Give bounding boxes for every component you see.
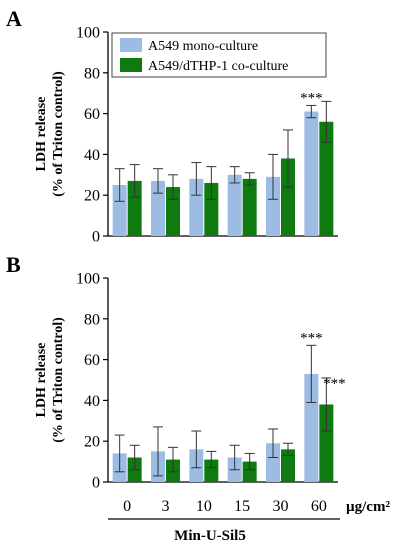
y-tick-label: 40	[84, 393, 100, 410]
x-unit-label: µg/cm²	[346, 499, 390, 515]
legend-swatch-0	[120, 38, 142, 52]
bar-a-s1-60	[319, 121, 334, 236]
legend: A549 mono-culture A549/dTHP-1 co-culture	[111, 32, 327, 78]
y-axis-title-line1: LDH release	[34, 97, 49, 172]
bar-a-s0-10	[189, 178, 204, 236]
x-tick-label: 3	[162, 498, 170, 515]
bar-a-s1-10	[204, 182, 219, 236]
x-tick-label: 15	[234, 498, 250, 515]
x-tick-label: 0	[123, 498, 131, 515]
y-axis-title-line1: LDH release	[34, 343, 49, 418]
y-tick-label: 40	[84, 147, 100, 164]
bar-a-s0-15	[227, 174, 242, 236]
bar-b-s1-30	[281, 449, 295, 482]
significance-marker: ***	[300, 330, 323, 346]
bar-b-s1-10	[204, 459, 219, 482]
bar-b-s1-15	[242, 461, 257, 482]
legend-swatch-1	[120, 58, 142, 72]
y-tick-label: 80	[84, 65, 100, 82]
legend-label-1: A549/dTHP-1 co-culture	[148, 59, 288, 74]
bar-a-s1-15	[242, 178, 257, 236]
bar-a-s0-3	[151, 180, 165, 236]
panel-a: A LDH release (% of Triton control) 0 20 40 60…	[6, 6, 338, 246]
x-tick-label: 60	[311, 498, 327, 515]
y-tick-label: 0	[92, 229, 100, 246]
bar-a-s1-0	[127, 180, 142, 236]
y-axis-title-line2: (% of Triton control)	[51, 317, 66, 443]
significance-marker: ***	[323, 376, 346, 392]
x-tick-label: 30	[273, 498, 289, 515]
panel-letter: A	[6, 6, 22, 31]
bar-b-s1-60	[319, 404, 334, 482]
y-tick-label: 20	[84, 188, 100, 205]
bar-b-s0-60	[304, 373, 319, 482]
y-tick-label: 60	[84, 106, 100, 123]
bar-b-s0-30	[266, 443, 280, 482]
y-tick-label: 60	[84, 352, 100, 369]
bar-a-s0-0	[112, 185, 127, 236]
y-tick-label: 80	[84, 311, 100, 328]
panel-letter: B	[6, 252, 21, 277]
bar-a-s1-30	[281, 158, 295, 236]
bar-a-s0-30	[266, 176, 280, 236]
x-axis-title: Min-U-Sil5	[174, 528, 246, 544]
y-tick-label: 100	[76, 271, 100, 288]
x-tick-label: 10	[196, 498, 212, 515]
y-axis-title-line2: (% of Triton control)	[51, 71, 66, 197]
legend-frame	[111, 32, 327, 78]
bar-a-s0-60	[304, 111, 319, 236]
y-tick-label: 20	[84, 434, 100, 451]
y-tick-label: 100	[76, 25, 100, 42]
significance-marker: ***	[300, 90, 323, 106]
panel-b: B LDH release (% of Triton control) 0 20 40 60…	[6, 252, 346, 515]
y-tick-label: 0	[92, 475, 100, 492]
legend-label-0: A549 mono-culture	[148, 39, 258, 54]
